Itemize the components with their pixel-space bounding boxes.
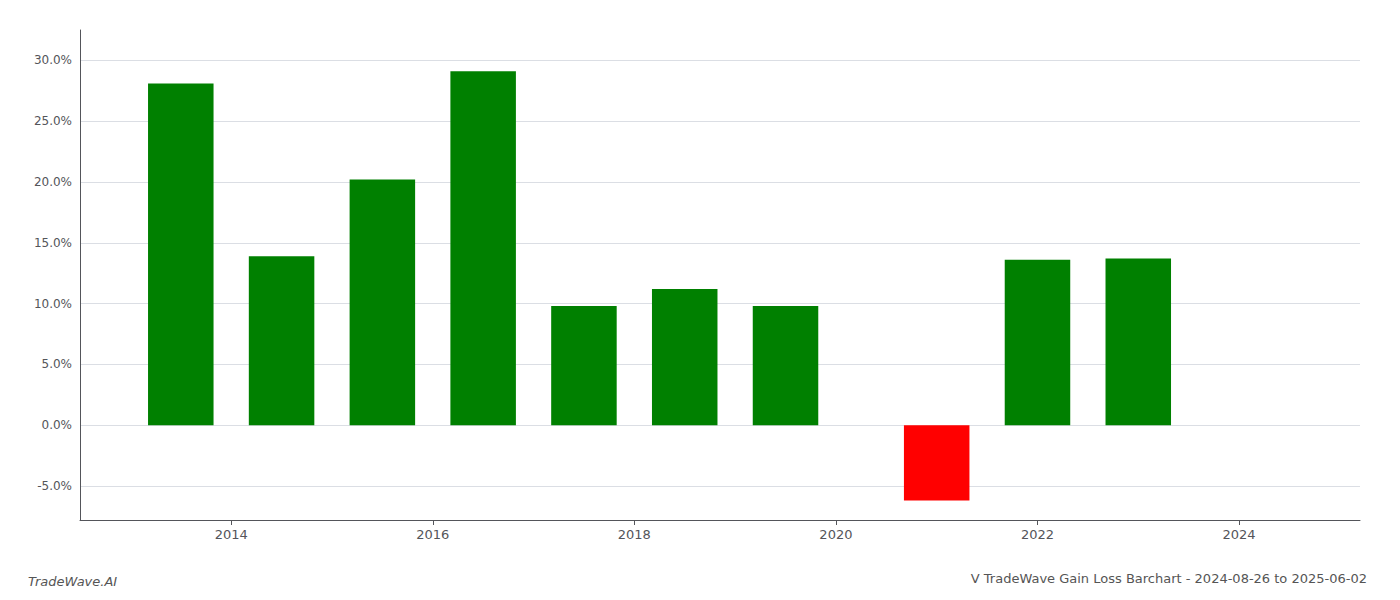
svg-text:2018: 2018 xyxy=(618,527,651,542)
svg-text:2020: 2020 xyxy=(819,527,852,542)
svg-text:5.0%: 5.0% xyxy=(42,357,73,371)
svg-text:30.0%: 30.0% xyxy=(34,53,72,67)
svg-text:2024: 2024 xyxy=(1223,527,1256,542)
svg-text:-5.0%: -5.0% xyxy=(37,479,72,493)
svg-text:15.0%: 15.0% xyxy=(34,236,72,250)
svg-text:20.0%: 20.0% xyxy=(34,175,72,189)
svg-text:2022: 2022 xyxy=(1021,527,1054,542)
svg-text:0.0%: 0.0% xyxy=(42,418,73,432)
svg-text:2014: 2014 xyxy=(215,527,248,542)
svg-text:2016: 2016 xyxy=(416,527,449,542)
svg-text:25.0%: 25.0% xyxy=(34,114,72,128)
svg-text:10.0%: 10.0% xyxy=(34,297,72,311)
svg-text:TradeWave.AI: TradeWave.AI xyxy=(28,574,117,589)
svg-text:V TradeWave Gain Loss Barchart: V TradeWave Gain Loss Barchart - 2024-08… xyxy=(971,571,1367,586)
